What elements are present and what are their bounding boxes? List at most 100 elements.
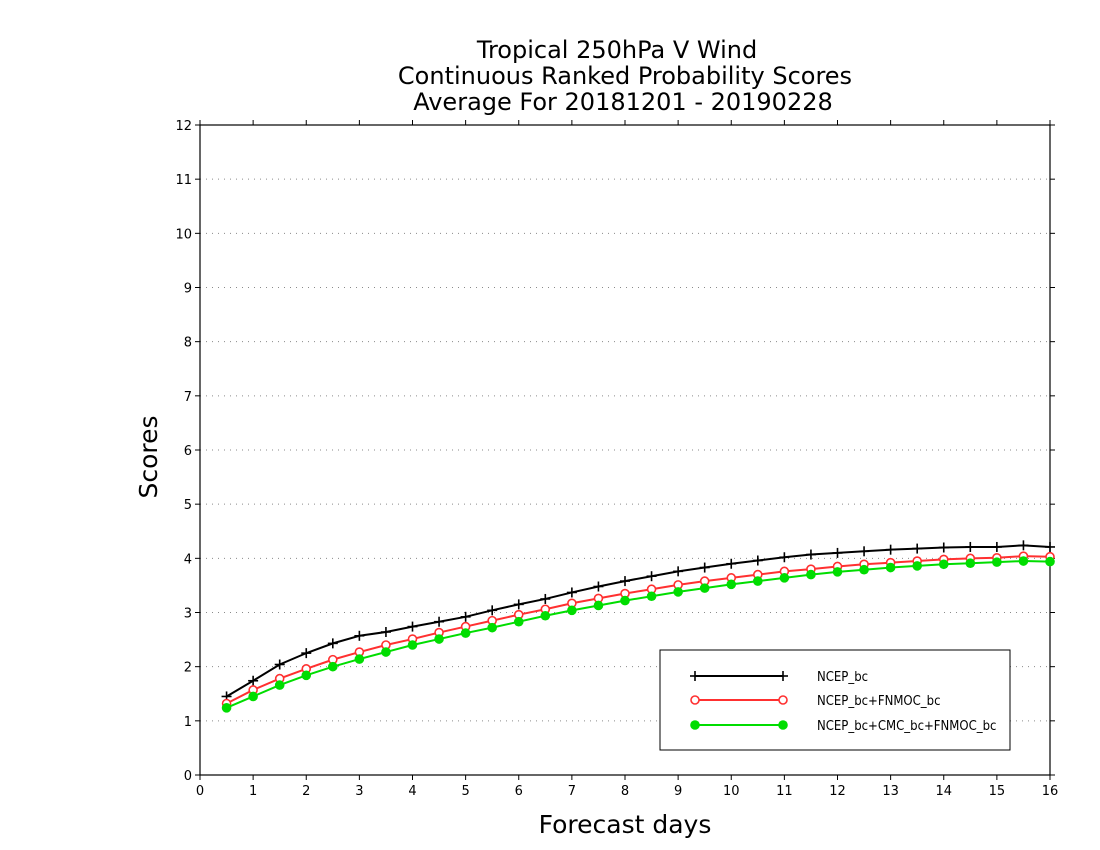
data-point	[460, 628, 471, 638]
legend-marker	[690, 695, 700, 705]
y-tick-label: 9	[184, 282, 192, 297]
x-tick-label: 10	[723, 784, 740, 799]
data-point	[673, 566, 684, 577]
data-point	[699, 562, 710, 573]
y-tick-label: 1	[184, 715, 192, 730]
data-point	[646, 571, 657, 582]
x-tick-label: 16	[1042, 784, 1059, 799]
data-point	[859, 564, 869, 575]
data-point	[513, 599, 524, 610]
data-point	[248, 691, 258, 702]
data-point	[407, 640, 418, 650]
x-tick-label: 15	[989, 784, 1006, 799]
x-tick-label: 5	[461, 784, 469, 799]
data-point	[806, 569, 816, 580]
x-tick-label: 1	[249, 784, 257, 799]
data-point	[832, 567, 843, 577]
data-point	[593, 600, 604, 611]
legend-marker	[778, 720, 788, 730]
chart-title-line-3: Average For 20181201 - 20190228	[413, 88, 833, 116]
y-tick-label: 3	[184, 607, 192, 622]
x-tick-label: 8	[621, 784, 629, 799]
data-point	[779, 573, 790, 583]
data-point	[726, 579, 737, 590]
data-point	[912, 561, 922, 571]
y-tick-label: 8	[184, 336, 192, 351]
data-point	[1018, 556, 1029, 566]
data-point	[620, 576, 630, 587]
data-point	[487, 622, 497, 633]
data-point	[885, 562, 896, 573]
legend-marker	[778, 671, 788, 681]
gridlines	[200, 178, 1050, 722]
chart-title-line-2: Continuous Ranked Probability Scores	[398, 62, 852, 90]
y-tick-label: 12	[175, 119, 192, 134]
data-point	[434, 616, 445, 627]
data-point	[274, 680, 285, 690]
x-tick-label: 3	[355, 784, 363, 799]
legend-label: NCEP_bc	[817, 670, 868, 685]
data-point	[805, 549, 816, 560]
x-axis-title: Forecast days	[539, 810, 712, 839]
x-tick-label: 4	[408, 784, 416, 799]
data-point	[1018, 540, 1029, 551]
data-point	[859, 546, 870, 557]
series-lines	[221, 540, 1055, 713]
legend-marker	[690, 671, 700, 681]
data-point	[567, 605, 577, 616]
data-point	[540, 610, 551, 621]
data-point	[726, 558, 737, 569]
x-tick-label: 11	[776, 784, 793, 799]
data-point	[832, 547, 843, 558]
data-point	[327, 638, 338, 649]
x-tick-label: 0	[196, 784, 204, 799]
data-point	[753, 576, 763, 586]
data-point	[407, 621, 418, 632]
legend: NCEP_bc NCEP_bc+FNMOC_bc NCEP_bc+CMC_bc+FN…	[659, 649, 1011, 751]
data-point	[513, 616, 524, 627]
y-tick-label: 5	[184, 498, 192, 513]
data-point	[912, 543, 923, 554]
data-point	[540, 593, 551, 604]
y-tick-label: 4	[184, 552, 192, 567]
x-tick-label: 9	[674, 784, 682, 799]
chart-title-line-1: Tropical 250hPa V Wind	[476, 36, 757, 64]
data-point	[434, 634, 444, 644]
data-point	[1045, 541, 1055, 552]
y-tick-label: 2	[184, 661, 192, 676]
data-point	[381, 647, 391, 657]
data-point	[938, 542, 949, 553]
legend-marker	[778, 695, 788, 705]
data-point	[885, 544, 896, 555]
data-point	[328, 661, 338, 672]
legend-entry: NCEP_bc+FNMOC_bc	[690, 694, 941, 709]
data-point	[991, 541, 1002, 552]
legend-entry: NCEP_bc	[690, 670, 868, 685]
data-point	[673, 587, 683, 597]
y-tick-label: 7	[184, 390, 192, 405]
data-point	[620, 595, 630, 606]
y-axis-title: Scores	[134, 415, 163, 498]
data-point	[354, 630, 365, 641]
data-point	[593, 581, 604, 592]
legend-entry: NCEP_bc+CMC_bc+FNMOC_bc	[690, 719, 996, 734]
x-tick-label: 2	[302, 784, 310, 799]
data-point	[274, 659, 285, 670]
y-tick-label: 10	[175, 227, 192, 242]
x-tick-label: 7	[568, 784, 576, 799]
x-tick-label: 14	[935, 784, 952, 799]
data-point	[779, 552, 790, 563]
x-tick-label: 6	[515, 784, 523, 799]
data-point	[992, 557, 1002, 567]
data-point	[752, 555, 763, 566]
series-3	[221, 556, 1055, 713]
y-tick-label: 6	[184, 444, 192, 459]
data-point	[1045, 556, 1055, 567]
data-point	[699, 583, 710, 593]
data-point	[221, 703, 232, 713]
data-point	[938, 559, 949, 570]
y-tick-label: 11	[175, 173, 192, 188]
data-point	[380, 627, 391, 637]
